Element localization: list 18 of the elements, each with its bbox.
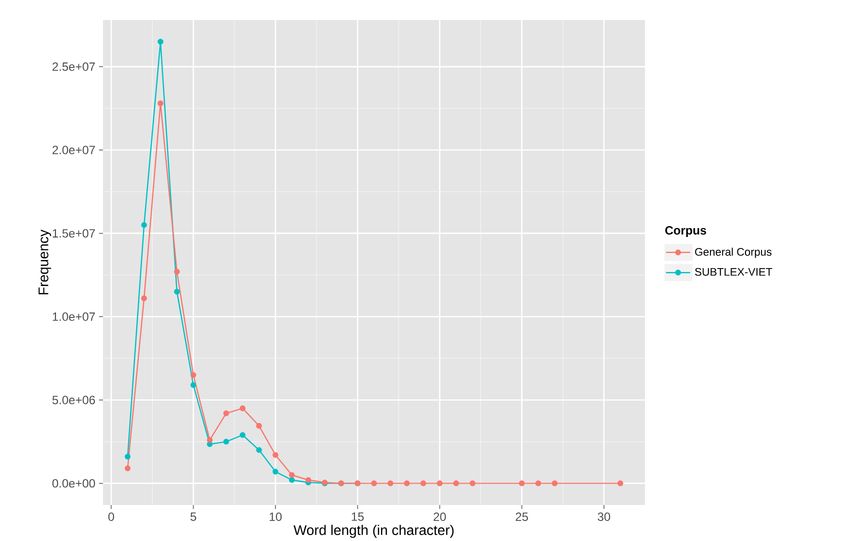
x-axis-title: Word length (in character) bbox=[294, 524, 454, 538]
x-tick-label: 0 bbox=[108, 512, 114, 521]
y-tick-label: 1.5e+07 bbox=[52, 229, 95, 238]
y-tick-label: 2.0e+07 bbox=[52, 146, 95, 154]
y-axis-title: Frequency bbox=[38, 230, 52, 294]
x-tick-label: 5 bbox=[190, 512, 196, 521]
x-tick-label: 15 bbox=[352, 512, 364, 521]
x-tick-label: 30 bbox=[598, 512, 610, 521]
y-tick-label: 2.5e+07 bbox=[52, 62, 95, 71]
legend-label: General Corpus bbox=[695, 248, 772, 258]
y-tick-label: 5.0e+06 bbox=[52, 396, 95, 404]
legend-title: Corpus bbox=[665, 226, 706, 237]
x-tick-label: 25 bbox=[516, 512, 528, 521]
legend-label: SUBTLEX-VIET bbox=[695, 268, 772, 276]
y-tick-label: 0.0e+00 bbox=[52, 479, 96, 488]
x-tick-label: 20 bbox=[434, 512, 446, 521]
x-tick-label: 10 bbox=[270, 512, 282, 521]
y-tick-label: 1.0e+07 bbox=[52, 312, 95, 321]
